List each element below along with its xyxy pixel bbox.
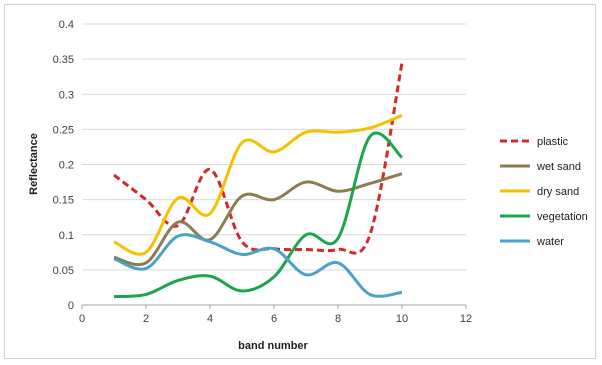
point-wet-sand-5 — [240, 194, 244, 198]
y-tick-label-4: 0.2 — [59, 160, 74, 172]
legend-label-vegetation: vegetation — [537, 211, 588, 223]
tick-labels: 0 0.05 0.1 0.15 0.2 0.25 0.3 0.35 0.4 0 2 4 6 8 10 12 — [53, 19, 473, 325]
point-water-9 — [368, 292, 372, 296]
point-water-5 — [240, 252, 244, 256]
point-dry-sand-9 — [368, 126, 372, 130]
x-tick-label-5: 10 — [396, 313, 408, 325]
series-line-plastic — [113, 62, 404, 255]
y-tick-label-0: 0 — [68, 300, 74, 312]
y-tick-label-8: 0.4 — [59, 19, 74, 31]
x-tick-label-6: 12 — [460, 313, 472, 325]
series-line-dry-sand — [113, 113, 403, 256]
point-vegetation-6 — [272, 275, 276, 279]
point-water-10 — [400, 290, 404, 294]
point-vegetation-3 — [176, 278, 180, 282]
x-tick-label-0: 0 — [79, 313, 85, 325]
point-dry-sand-10 — [400, 113, 404, 117]
point-dry-sand-2 — [144, 250, 148, 254]
point-wet-sand-10 — [400, 172, 404, 176]
point-plastic-2 — [144, 198, 148, 202]
point-water-2 — [144, 266, 148, 270]
point-vegetation-7 — [304, 233, 308, 237]
point-wet-sand-8 — [336, 189, 340, 193]
x-tick-label-1: 2 — [143, 313, 149, 325]
y-tick-label-1: 0.05 — [53, 265, 74, 277]
point-vegetation-4 — [208, 274, 212, 278]
point-vegetation-10 — [400, 155, 404, 159]
series-line-vegetation — [113, 131, 404, 299]
point-dry-sand-1 — [112, 240, 116, 244]
point-dry-sand-3 — [176, 196, 180, 200]
point-water-3 — [176, 234, 180, 238]
series-lines — [112, 61, 404, 299]
point-plastic-8 — [336, 248, 340, 252]
point-wet-sand-6 — [272, 198, 276, 202]
legend-label-water: water — [536, 236, 564, 248]
point-plastic-5 — [240, 240, 244, 244]
legend-label-dry-sand: dry sand — [537, 186, 579, 198]
x-tick-label-2: 4 — [207, 313, 213, 325]
point-water-7 — [304, 273, 308, 277]
point-plastic-4 — [208, 167, 212, 171]
x-tick-label-4: 8 — [335, 313, 341, 325]
series-line-water — [113, 233, 403, 298]
point-plastic-9 — [368, 233, 372, 237]
chart-frame — [4, 4, 596, 359]
y-tick-label-3: 0.15 — [53, 195, 74, 207]
y-axis-title: Reflectance — [28, 133, 40, 195]
point-dry-sand-5 — [240, 141, 244, 145]
point-dry-sand-4 — [208, 212, 212, 216]
x-tick-label-3: 6 — [271, 313, 277, 325]
y-tick-label-7: 0.35 — [53, 54, 74, 66]
point-wet-sand-3 — [176, 220, 180, 224]
point-plastic-1 — [112, 173, 116, 177]
point-dry-sand-6 — [272, 150, 276, 154]
y-tick-label-6: 0.3 — [59, 89, 74, 101]
axes — [81, 304, 467, 309]
point-plastic-7 — [304, 248, 308, 252]
point-vegetation-8 — [336, 236, 340, 240]
point-water-1 — [112, 257, 116, 261]
point-vegetation-9 — [368, 134, 372, 138]
legend-label-wet-sand: wet sand — [536, 161, 581, 173]
point-wet-sand-9 — [368, 181, 372, 185]
legend: plastic wet sand dry sand vegetation water — [500, 136, 588, 248]
point-vegetation-2 — [144, 292, 148, 296]
y-tick-label-5: 0.25 — [53, 124, 74, 136]
point-water-4 — [208, 240, 212, 244]
point-vegetation-1 — [112, 295, 116, 299]
x-axis-title: band number — [238, 340, 308, 352]
point-wet-sand-7 — [304, 180, 308, 184]
point-water-6 — [272, 247, 276, 251]
legend-label-plastic: plastic — [537, 136, 569, 148]
y-tick-label-2: 0.1 — [59, 230, 74, 242]
point-wet-sand-2 — [144, 261, 148, 265]
gridlines — [82, 23, 466, 271]
point-plastic-10 — [400, 61, 404, 65]
point-dry-sand-8 — [336, 130, 340, 134]
point-water-8 — [336, 261, 340, 265]
point-dry-sand-7 — [304, 130, 308, 134]
point-vegetation-5 — [240, 289, 244, 293]
